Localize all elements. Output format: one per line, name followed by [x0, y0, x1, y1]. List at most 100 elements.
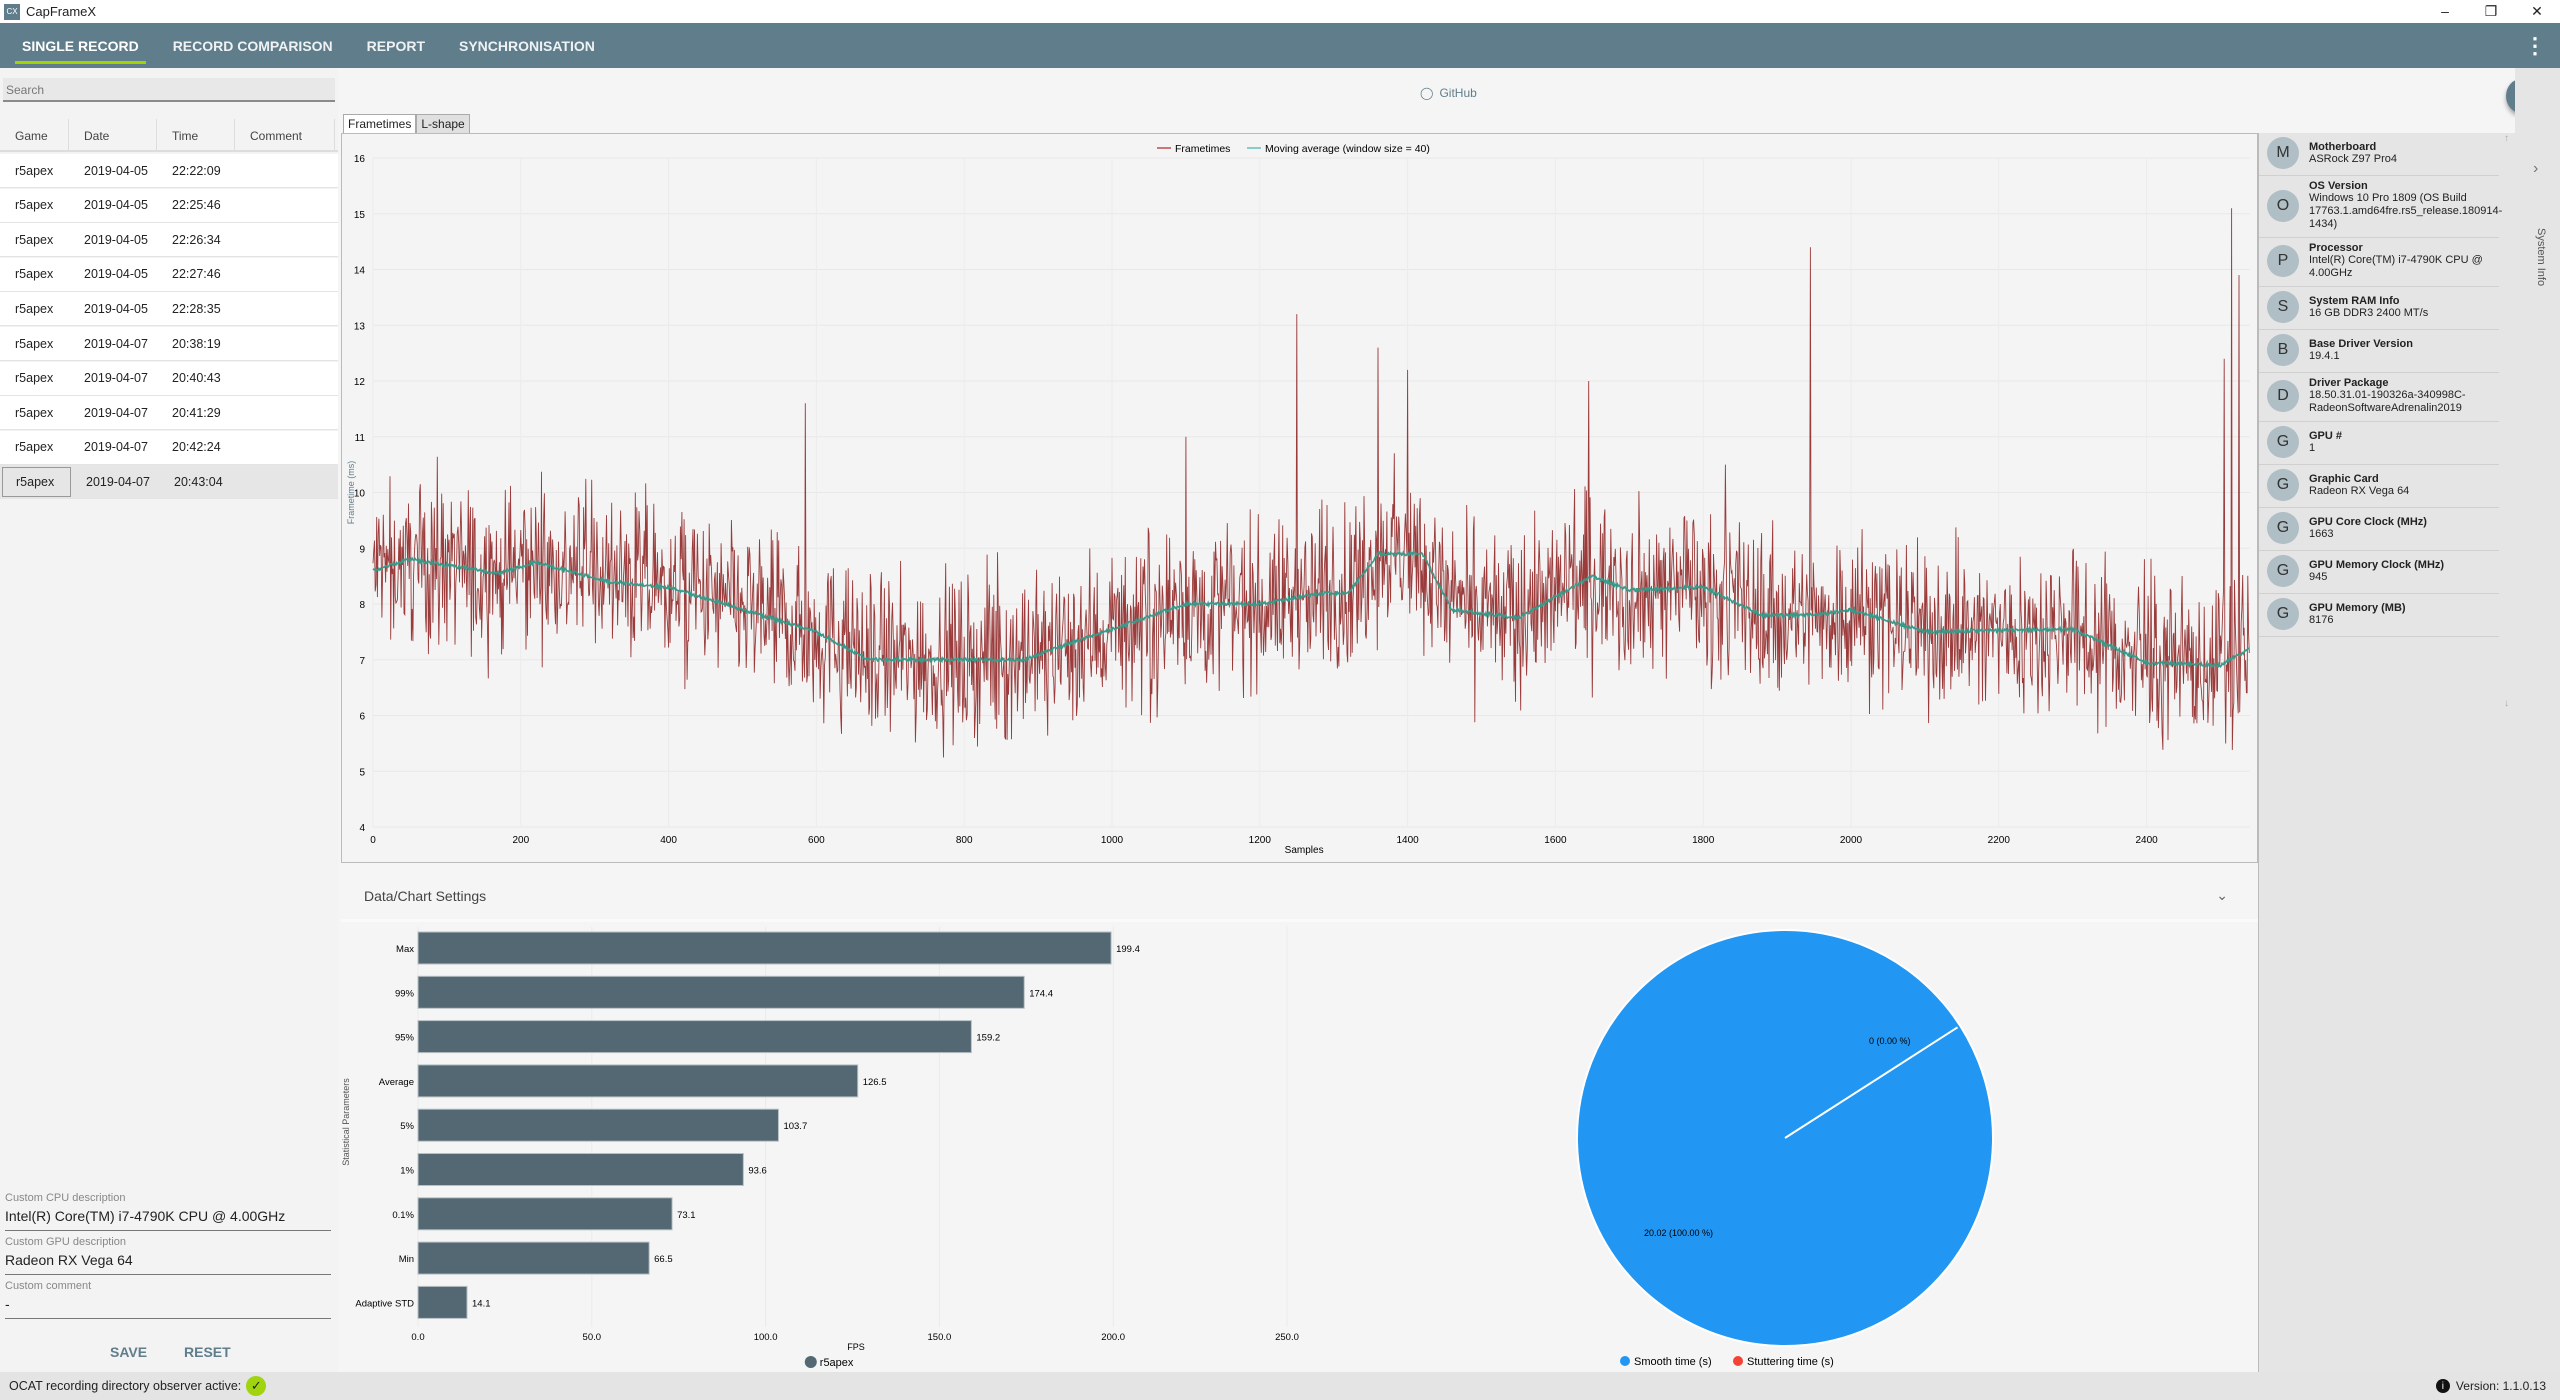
x-tick-label: 50.0 — [583, 1332, 602, 1343]
table-row[interactable]: r5apex 2019-04-05 22:26:34 — [0, 223, 338, 258]
avatar: D — [2267, 380, 2299, 412]
custom-comment-field[interactable]: Custom comment - — [5, 1280, 331, 1319]
settings-title: Data/Chart Settings — [364, 887, 487, 904]
table-row[interactable]: r5apex 2019-04-05 22:28:35 — [0, 292, 338, 327]
column-header-time[interactable]: Time — [157, 119, 235, 152]
category-label: 5% — [400, 1121, 414, 1132]
close-button[interactable]: ✕ — [2531, 3, 2543, 19]
bar-value-label: 174.4 — [1029, 988, 1053, 999]
avatar: G — [2267, 426, 2299, 458]
table-row[interactable]: r5apex 2019-04-07 20:42:24 — [0, 430, 338, 465]
bar-value-label: 159.2 — [976, 1033, 1000, 1044]
y-tick-label: 12 — [354, 377, 366, 388]
game-cell: r5apex — [15, 163, 54, 178]
x-tick-label: 150.0 — [928, 1332, 952, 1343]
system-info-title: Motherboard — [2309, 140, 2377, 153]
avatar: B — [2267, 334, 2299, 366]
tab-l-shape[interactable]: L-shape — [416, 114, 470, 134]
custom-cpu-field[interactable]: Custom CPU description Intel(R) Core(TM)… — [5, 1192, 331, 1231]
custom-comment-input[interactable]: - — [5, 1292, 331, 1319]
avatar: G — [2267, 469, 2299, 501]
table-row[interactable]: r5apex 2019-04-05 22:27:46 — [0, 257, 338, 292]
observer-status-text: OCAT recording directory observer active… — [9, 1379, 242, 1393]
tab-report[interactable]: REPORT — [366, 37, 425, 54]
save-button[interactable]: SAVE — [110, 1344, 148, 1360]
column-header-game[interactable]: Game — [0, 119, 69, 152]
system-info-item: P Processor Intel(R) Core(TM) i7-4790K CPU… — [2259, 238, 2499, 287]
legend-stutter-swatch — [1733, 1356, 1743, 1366]
column-header-date[interactable]: Date — [69, 119, 157, 152]
game-cell: r5apex — [15, 198, 54, 213]
table-row[interactable]: r5apex 2019-04-07 20:38:19 — [0, 327, 338, 361]
time-cell: 20:41:29 — [172, 405, 221, 420]
tab-synchronisation[interactable]: SYNCHRONISATION — [459, 37, 595, 54]
game-cell: r5apex — [15, 232, 54, 247]
system-info-item: G Graphic Card Radeon RX Vega 64 — [2259, 465, 2499, 508]
more-menu-icon[interactable]: ⋮ — [2524, 32, 2546, 58]
avatar: O — [2267, 189, 2299, 222]
y-tick-label: 8 — [359, 600, 365, 611]
github-icon: ◯ — [1420, 86, 1434, 100]
custom-gpu-label: Custom GPU description — [5, 1236, 127, 1248]
table-row[interactable]: r5apex 2019-04-07 20:41:29 — [0, 396, 338, 431]
search-input[interactable]: Search — [3, 78, 335, 102]
x-tick-label: 0.0 — [411, 1332, 424, 1343]
system-info-value: Radeon RX Vega 64 — [2309, 484, 2410, 497]
avatar: G — [2267, 555, 2299, 587]
x-tick-label: 800 — [956, 835, 973, 846]
column-header-comment[interactable]: Comment — [235, 119, 335, 152]
scroll-down-icon[interactable]: ↓ — [2504, 698, 2509, 709]
table-row[interactable]: r5apex 2019-04-05 22:25:46 — [0, 188, 338, 223]
table-row[interactable]: r5apex 2019-04-07 20:43:04 — [0, 465, 338, 500]
game-cell: r5apex — [15, 405, 54, 420]
date-cell: 2019-04-07 — [84, 336, 148, 351]
category-label: Max — [396, 944, 414, 955]
system-info-label: System Info — [2535, 228, 2547, 287]
legend-frametimes-label: Frametimes — [1175, 143, 1230, 155]
y-tick-label: 5 — [359, 767, 365, 778]
avatar: M — [2267, 137, 2299, 169]
table-row[interactable]: r5apex 2019-04-05 22:22:09 — [0, 154, 338, 188]
tab-frametimes[interactable]: Frametimes — [343, 114, 417, 134]
tab-record-comparison[interactable]: RECORD COMPARISON — [172, 37, 333, 54]
avatar: S — [2267, 291, 2299, 323]
maximize-button[interactable]: ❐ — [2484, 3, 2498, 19]
game-cell: r5apex — [15, 371, 54, 386]
time-cell: 22:26:34 — [172, 232, 221, 247]
system-info-value: 16 GB DDR3 2400 MT/s — [2309, 306, 2429, 319]
pie-label-smooth: 20.02 (100.00 %) — [1644, 1228, 1713, 1238]
reset-button[interactable]: RESET — [184, 1344, 231, 1360]
minimize-button[interactable]: – — [2441, 3, 2449, 19]
system-info-title: GPU Memory Clock (MHz) — [2309, 558, 2445, 571]
bar-value-label: 66.5 — [654, 1254, 673, 1265]
system-info-value: 1663 — [2309, 527, 2334, 540]
custom-cpu-input[interactable]: Intel(R) Core(TM) i7-4790K CPU @ 4.00GHz — [5, 1204, 331, 1231]
bar-value-label: 103.7 — [783, 1121, 807, 1132]
bar-value-label: 14.1 — [472, 1298, 491, 1309]
chevron-right-icon[interactable]: › — [2533, 160, 2539, 177]
bar — [417, 1064, 859, 1098]
data-chart-settings-header[interactable]: Data/Chart Settings ⌄ — [341, 872, 2258, 922]
system-info-title: Processor — [2309, 242, 2363, 254]
category-label: Min — [399, 1254, 414, 1265]
github-link[interactable]: ◯ GitHub — [1420, 86, 1477, 100]
chevron-down-icon[interactable]: ⌄ — [2216, 887, 2228, 903]
system-info-toggle-strip[interactable]: › System Info — [2515, 68, 2560, 1372]
date-cell: 2019-04-05 — [84, 163, 148, 178]
category-label: 0.1% — [392, 1210, 414, 1221]
date-cell: 2019-04-05 — [84, 301, 148, 316]
custom-gpu-field[interactable]: Custom GPU description Radeon RX Vega 64 — [5, 1236, 331, 1275]
x-tick-label: 100.0 — [754, 1332, 778, 1343]
system-info-list: M Motherboard ASRock Z97 Pro4 O OS Version Wi… — [2259, 133, 2515, 637]
tab-single-record[interactable]: SINGLE RECORD — [10, 23, 151, 68]
table-row[interactable]: r5apex 2019-04-07 20:40:43 — [0, 361, 338, 396]
legend-smooth-label: Smooth time (s) — [1634, 1356, 1712, 1368]
bar — [417, 931, 1112, 965]
bar — [417, 1020, 972, 1054]
date-cell: 2019-04-07 — [86, 474, 150, 489]
title-bar: CX CapFrameX – ❐ ✕ — [0, 0, 2560, 23]
time-cell: 22:27:46 — [172, 267, 221, 282]
custom-gpu-input[interactable]: Radeon RX Vega 64 — [5, 1248, 331, 1275]
scroll-up-icon[interactable]: ↑ — [2504, 133, 2509, 144]
system-info-title: Graphic Card — [2309, 472, 2379, 485]
